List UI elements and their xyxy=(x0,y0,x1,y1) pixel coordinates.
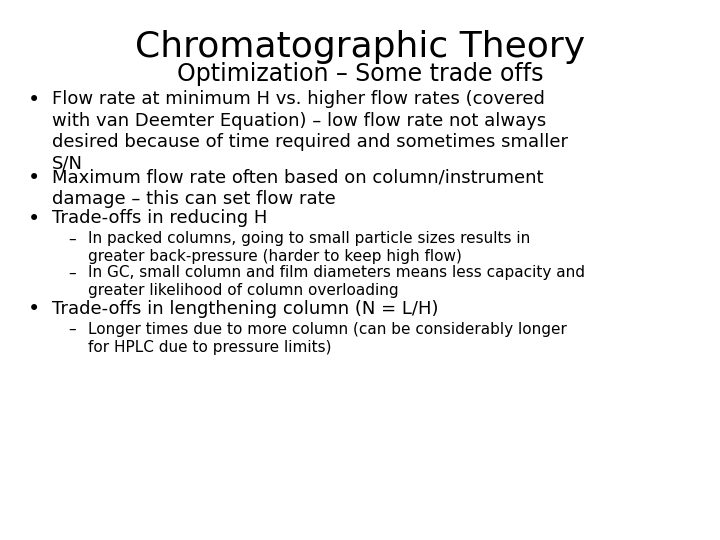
Text: Maximum flow rate often based on column/instrument
damage – this can set flow ra: Maximum flow rate often based on column/… xyxy=(52,168,544,207)
Text: •: • xyxy=(28,209,40,229)
Text: •: • xyxy=(28,168,40,188)
Text: Trade-offs in reducing H: Trade-offs in reducing H xyxy=(52,209,267,227)
Text: In GC, small column and film diameters means less capacity and
greater likelihoo: In GC, small column and film diameters m… xyxy=(88,266,585,299)
Text: Longer times due to more column (can be considerably longer
for HPLC due to pres: Longer times due to more column (can be … xyxy=(88,322,567,355)
Text: –: – xyxy=(68,322,76,337)
Text: –: – xyxy=(68,266,76,280)
Text: •: • xyxy=(28,90,40,110)
Text: Optimization – Some trade offs: Optimization – Some trade offs xyxy=(176,62,544,86)
Text: In packed columns, going to small particle sizes results in
greater back-pressur: In packed columns, going to small partic… xyxy=(88,232,530,265)
Text: Chromatographic Theory: Chromatographic Theory xyxy=(135,30,585,64)
Text: Flow rate at minimum H vs. higher flow rates (covered
with van Deemter Equation): Flow rate at minimum H vs. higher flow r… xyxy=(52,90,568,172)
Text: Trade-offs in lengthening column (N = L/H): Trade-offs in lengthening column (N = L/… xyxy=(52,300,438,318)
Text: –: – xyxy=(68,232,76,246)
Text: •: • xyxy=(28,300,40,320)
